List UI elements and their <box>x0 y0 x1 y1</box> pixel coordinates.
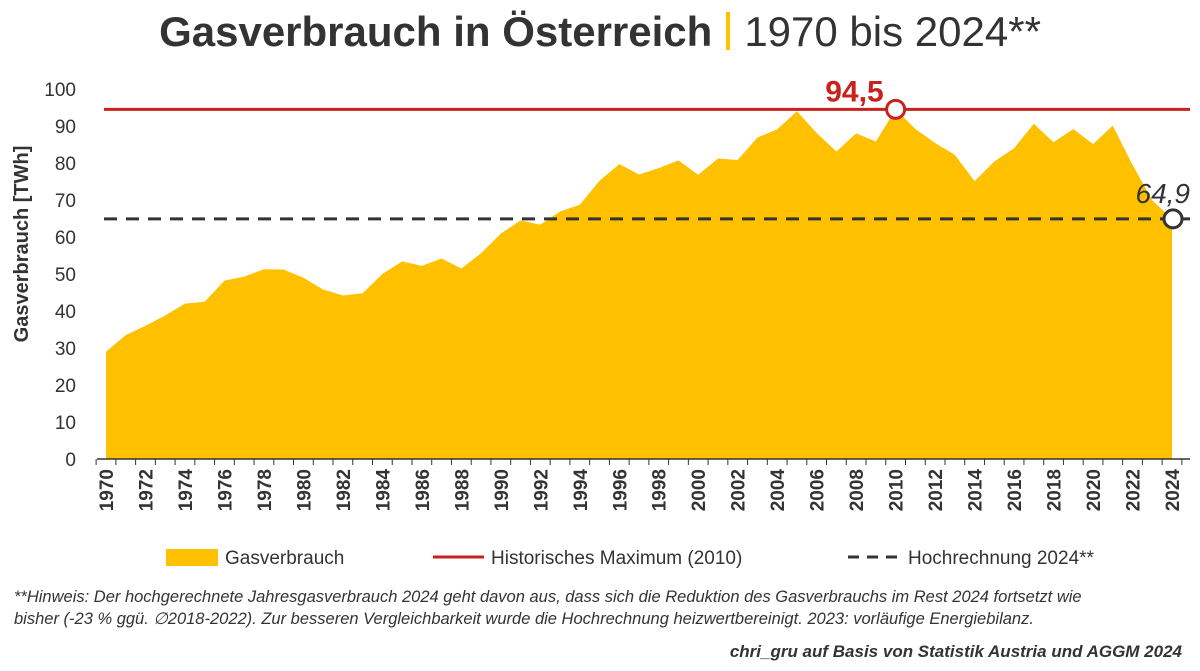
x-tick-label-1978: 1978 <box>255 469 276 511</box>
x-tick-label-2016: 2016 <box>1005 469 1026 511</box>
footnote-line-1: **Hinweis: Der hochgerechnete Jahresgasv… <box>14 588 1082 606</box>
y-tick-label-90: 90 <box>55 117 76 138</box>
x-tick-label-1984: 1984 <box>373 469 394 512</box>
x-tick-label-2002: 2002 <box>729 469 750 511</box>
x-tick-label-2022: 2022 <box>1124 469 1145 511</box>
legend-label-gasverbrauch: Gasverbrauch <box>225 548 344 569</box>
historic-max-value-label: 94,5 <box>825 75 883 108</box>
x-tick-label-2010: 2010 <box>887 469 908 511</box>
x-tick-label-1972: 1972 <box>136 469 157 511</box>
x-tick-label-2020: 2020 <box>1084 469 1105 511</box>
footnote: **Hinweis: Der hochgerechnete Jahresgasv… <box>14 586 1190 630</box>
title-separator <box>726 12 731 50</box>
area-gasverbrauch <box>106 109 1172 459</box>
chart-title: Gasverbrauch in Österreich <box>159 8 713 55</box>
legend-swatch-gasverbrauch <box>166 549 218 566</box>
legend-label-projection: Hochrechnung 2024** <box>908 548 1095 569</box>
x-tick-label-1982: 1982 <box>334 469 355 511</box>
x-tick-label-1986: 1986 <box>413 469 434 511</box>
y-tick-label-100: 100 <box>44 80 76 101</box>
x-tick-label-2012: 2012 <box>926 469 947 511</box>
x-tick-label-1974: 1974 <box>176 469 197 512</box>
source-credit: chri_gru auf Basis von Statistik Austria… <box>729 642 1182 661</box>
projection-2024-value-label: 64,9 <box>1136 178 1191 209</box>
x-tick-label-2008: 2008 <box>847 469 868 511</box>
y-tick-label-70: 70 <box>55 191 76 212</box>
footnote-line-2: bisher (-23 % ggü. ∅2018-2022). Zur bess… <box>14 610 1034 628</box>
x-tick-label-1970: 1970 <box>97 469 118 511</box>
legend-label-historic-max: Historisches Maximum (2010) <box>491 548 742 569</box>
y-tick-label-40: 40 <box>55 302 76 323</box>
x-tick-label-2004: 2004 <box>768 469 789 512</box>
chart-canvas: 0 10 20 30 40 50 60 70 80 90 100 Gasverbrauch [TWh]… <box>11 75 1191 569</box>
x-tick-label-1980: 1980 <box>294 469 315 511</box>
y-tick-label-60: 60 <box>55 228 76 249</box>
x-tick-label-1988: 1988 <box>452 469 473 511</box>
y-tick-label-50: 50 <box>55 265 76 286</box>
x-tick-label-1994: 1994 <box>571 469 592 512</box>
y-tick-label-30: 30 <box>55 339 76 360</box>
x-tick-label-1998: 1998 <box>650 469 671 511</box>
x-tick-label-1992: 1992 <box>531 469 552 511</box>
y-tick-label-0: 0 <box>65 450 76 471</box>
x-tick-label-1996: 1996 <box>610 469 631 511</box>
x-tick-label-2000: 2000 <box>689 469 710 511</box>
y-tick-label-10: 10 <box>55 413 76 434</box>
y-tick-label-20: 20 <box>55 376 76 397</box>
chart-title-row: Gasverbrauch in Österreich 1970 bis 2024*… <box>0 8 1200 56</box>
x-tick-label-2024: 2024 <box>1163 469 1184 512</box>
y-axis-title: Gasverbrauch [TWh] <box>11 146 33 343</box>
projection-2024-marker <box>1162 208 1184 230</box>
historic-max-marker <box>885 98 907 120</box>
x-tick-label-2006: 2006 <box>808 469 829 511</box>
x-tick-label-2014: 2014 <box>966 469 987 512</box>
x-tick-label-1976: 1976 <box>215 469 236 511</box>
x-tick-label-2018: 2018 <box>1045 469 1066 511</box>
chart-subtitle: 1970 bis 2024** <box>744 8 1041 55</box>
y-tick-label-80: 80 <box>55 154 76 175</box>
x-tick-label-1990: 1990 <box>492 469 513 511</box>
